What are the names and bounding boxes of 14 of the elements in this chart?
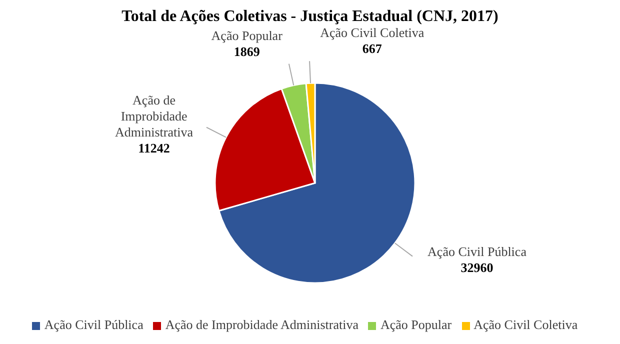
data-label: 11242: [138, 140, 170, 156]
pie-slice: [218, 82, 416, 284]
legend-label: Ação Popular: [380, 317, 452, 332]
slice-label: Ação de Improbidade Administrativa: [115, 92, 194, 140]
slice-label: Ação Civil Pública: [428, 244, 527, 259]
legend-label: Ação Civil Pública: [44, 317, 144, 332]
data-label: 1869: [234, 44, 260, 59]
data-label: 667: [362, 41, 382, 56]
data-label: 32960: [460, 260, 494, 275]
legend-label: Ação Civil Coletiva: [474, 317, 578, 332]
chart-title: Total de Ações Coletivas - Justiça Estadual (CNJ, 2017): [120, 8, 500, 26]
legend-label: Ação de Improbidade Administrativa: [165, 317, 358, 332]
slice-label: Ação Civil Coletiva: [320, 25, 424, 40]
slice-label: Ação Popular: [211, 28, 284, 43]
